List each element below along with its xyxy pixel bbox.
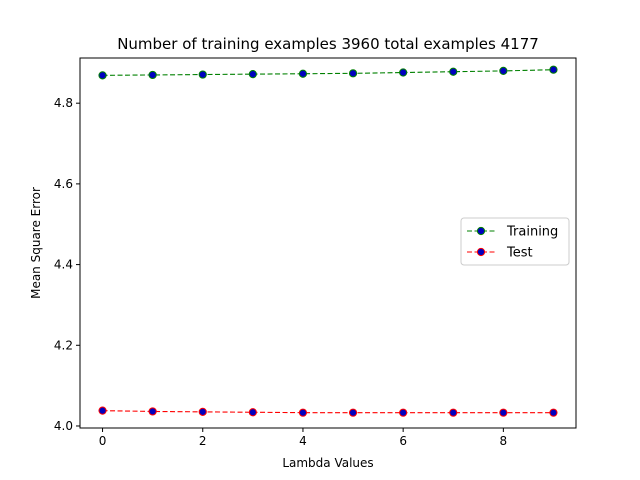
training-series-line xyxy=(102,69,554,76)
training-point xyxy=(348,69,358,78)
legend: Training Test xyxy=(460,217,570,266)
legend-entries: Training Test xyxy=(467,225,558,261)
test-point xyxy=(298,408,308,417)
y-axis: 4.0 4.2 4.4 4.6 4.8 xyxy=(54,96,80,433)
legend-test-marker xyxy=(476,247,486,257)
legend-training-marker xyxy=(476,226,486,236)
test-point xyxy=(549,408,558,417)
training-point xyxy=(549,65,558,74)
test-point xyxy=(399,408,408,417)
y-tick-label: 4.0 xyxy=(54,419,73,433)
legend-training-label: Training xyxy=(506,225,558,240)
x-tick-label: 8 xyxy=(500,434,508,448)
chart-title: Number of training examples 3960 total e… xyxy=(117,35,539,53)
training-point xyxy=(248,70,257,79)
series-layer xyxy=(98,65,558,417)
training-point xyxy=(198,70,207,79)
test-point xyxy=(248,408,257,417)
y-tick-label: 4.6 xyxy=(54,177,73,191)
y-axis-label: Mean Square Error xyxy=(29,187,43,299)
test-point xyxy=(348,408,358,417)
y-tick-label: 4.8 xyxy=(54,96,73,110)
y-tick-label: 4.4 xyxy=(54,258,73,272)
training-point xyxy=(298,69,308,78)
x-tick-label: 6 xyxy=(399,434,407,448)
training-point xyxy=(449,67,458,76)
training-point xyxy=(499,66,508,76)
legend-box xyxy=(460,217,570,266)
training-point xyxy=(148,70,157,80)
test-point xyxy=(148,407,157,416)
x-axis-label: Lambda Values xyxy=(282,456,373,470)
y-tick-label: 4.2 xyxy=(54,338,73,352)
x-tick-label: 2 xyxy=(199,434,207,448)
training-point xyxy=(98,71,107,80)
x-tick-label: 0 xyxy=(99,434,107,448)
test-point xyxy=(449,408,458,417)
test-point xyxy=(499,408,508,417)
x-axis: 0 2 4 6 8 xyxy=(99,428,507,448)
test-series-line xyxy=(102,410,554,414)
training-point xyxy=(399,68,408,77)
test-point xyxy=(198,407,207,416)
legend-test-label: Test xyxy=(506,246,533,261)
test-point xyxy=(98,406,107,415)
x-tick-label: 4 xyxy=(299,434,307,448)
